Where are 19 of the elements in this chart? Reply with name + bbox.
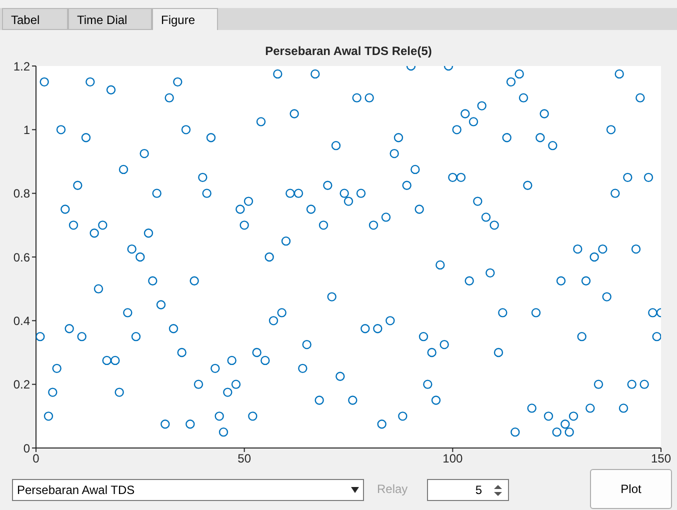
chart-title: Persebaran Awal TDS Rele(5) <box>264 44 433 58</box>
tab: Time Dial <box>68 8 152 30</box>
y-tick-label: 1 <box>23 122 30 137</box>
tab: Tabel <box>2 8 68 30</box>
x-tick-label: 50 <box>238 452 252 466</box>
x-tick-label: 150 <box>650 452 672 466</box>
x-tick-label: 100 <box>442 452 463 466</box>
dropdown: Persebaran Awal TDS <box>12 479 364 501</box>
text: Relay <box>377 482 408 496</box>
y-tick-label: 0.2 <box>13 378 30 392</box>
y-tick-label: 0.6 <box>13 250 30 264</box>
tab: Figure <box>152 8 218 30</box>
y-tick-label: 0 <box>23 441 30 456</box>
y-tick-label: 0.4 <box>13 314 30 328</box>
y-tick-label: 0.8 <box>13 186 30 201</box>
button: Plot <box>590 469 672 509</box>
x-tick-label: 0 <box>32 452 40 466</box>
number-spinner: 5 <box>427 479 509 501</box>
y-tick-label: 1.2 <box>13 59 30 74</box>
